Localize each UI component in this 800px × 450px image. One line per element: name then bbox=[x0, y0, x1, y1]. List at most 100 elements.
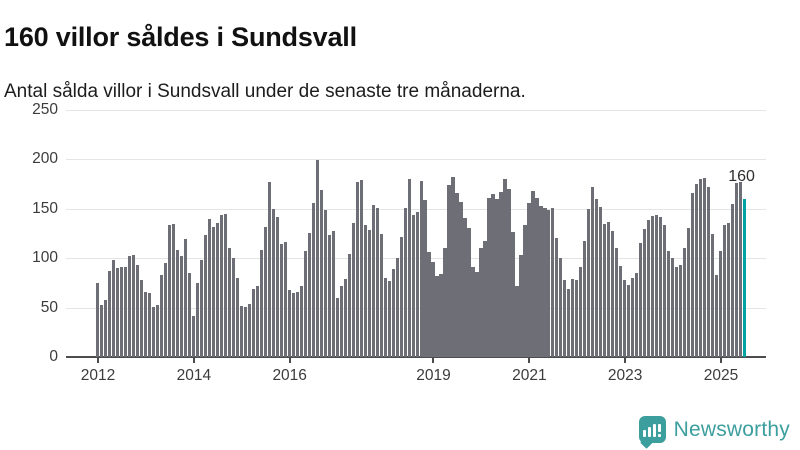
gridline bbox=[66, 208, 766, 210]
x-axis-line bbox=[66, 356, 766, 358]
bar bbox=[135, 265, 140, 357]
bar bbox=[479, 248, 483, 357]
bar bbox=[507, 189, 511, 357]
bar bbox=[243, 306, 247, 357]
bar bbox=[563, 279, 567, 357]
bar bbox=[151, 306, 156, 357]
page-title: 160 villor såldes i Sundsvall bbox=[4, 22, 357, 53]
x-axis-tick-label: 2023 bbox=[607, 367, 643, 384]
bar bbox=[663, 224, 667, 357]
bar bbox=[235, 277, 239, 357]
bar bbox=[711, 233, 715, 357]
bar bbox=[423, 199, 427, 357]
y-axis-tick-label: 0 bbox=[49, 348, 58, 365]
x-axis-tick bbox=[288, 358, 291, 363]
bar bbox=[415, 211, 419, 357]
bar bbox=[287, 289, 291, 357]
bar bbox=[295, 291, 299, 357]
bar bbox=[187, 273, 192, 357]
bar bbox=[623, 279, 627, 357]
bar bbox=[515, 285, 519, 357]
bar bbox=[723, 224, 727, 357]
bar bbox=[331, 230, 335, 357]
bar bbox=[387, 280, 391, 357]
bar bbox=[531, 191, 535, 357]
bar bbox=[439, 274, 443, 357]
bar bbox=[591, 187, 595, 357]
y-axis-tick-label: 250 bbox=[32, 101, 58, 118]
bar bbox=[431, 262, 435, 357]
y-axis-tick-label: 100 bbox=[32, 249, 58, 267]
bar bbox=[379, 234, 383, 357]
bar bbox=[167, 224, 172, 357]
x-axis-tick-label: 2025 bbox=[703, 367, 739, 384]
bar bbox=[139, 279, 144, 357]
bar bbox=[635, 273, 639, 357]
bar bbox=[251, 288, 255, 357]
highlighted-bar bbox=[743, 198, 747, 357]
bar bbox=[211, 226, 215, 357]
bar bbox=[323, 209, 327, 357]
bar bbox=[399, 237, 403, 357]
bar bbox=[223, 213, 227, 357]
page-subtitle: Antal sålda villor i Sundsvall under de … bbox=[4, 81, 526, 102]
bar bbox=[99, 304, 104, 357]
bar bbox=[263, 226, 267, 357]
bar bbox=[475, 272, 479, 357]
bar bbox=[483, 241, 487, 357]
bar bbox=[527, 202, 531, 357]
bar bbox=[615, 248, 619, 357]
bar bbox=[227, 248, 231, 357]
bar bbox=[647, 219, 651, 357]
bar bbox=[215, 222, 219, 357]
bar bbox=[703, 178, 707, 357]
bar bbox=[655, 214, 659, 357]
x-axis-tick-label: 2021 bbox=[512, 367, 547, 384]
bar bbox=[207, 218, 212, 357]
bar bbox=[279, 244, 283, 357]
bar bbox=[111, 260, 116, 357]
newsworthy-logo[interactable]: Newsworthy bbox=[638, 416, 790, 449]
bar bbox=[315, 160, 319, 357]
x-axis-tick bbox=[432, 358, 435, 363]
bar bbox=[707, 187, 711, 357]
y-axis-tick-label: 50 bbox=[40, 298, 58, 316]
bar bbox=[107, 271, 112, 357]
y-axis-tick-label: 150 bbox=[32, 199, 58, 217]
x-axis-tick bbox=[720, 358, 723, 363]
bar bbox=[503, 179, 507, 357]
bar bbox=[459, 201, 463, 357]
bar bbox=[291, 292, 295, 357]
bar bbox=[443, 248, 447, 357]
y-axis-tick-label: 200 bbox=[32, 150, 58, 168]
bar bbox=[731, 203, 735, 357]
bar bbox=[491, 193, 495, 357]
bar bbox=[191, 316, 196, 357]
bar bbox=[727, 222, 731, 357]
bar bbox=[231, 258, 235, 357]
bar bbox=[447, 185, 451, 357]
bar bbox=[539, 205, 543, 357]
bar bbox=[335, 297, 339, 357]
bar bbox=[471, 267, 475, 357]
bar bbox=[495, 198, 499, 357]
bar bbox=[391, 269, 395, 357]
bar bbox=[639, 243, 643, 357]
bar bbox=[371, 204, 375, 357]
bar bbox=[487, 197, 491, 357]
bar bbox=[691, 192, 695, 357]
bar bbox=[683, 248, 687, 357]
bar bbox=[583, 241, 587, 357]
bar bbox=[175, 250, 180, 357]
bar bbox=[239, 305, 243, 357]
bar bbox=[411, 214, 415, 357]
bar bbox=[519, 255, 523, 357]
bar bbox=[599, 206, 603, 357]
bar bbox=[367, 229, 371, 357]
bar bbox=[299, 285, 303, 357]
bar bbox=[699, 179, 703, 357]
bar bbox=[559, 258, 563, 357]
bar bbox=[523, 224, 527, 357]
bar bbox=[419, 181, 423, 357]
